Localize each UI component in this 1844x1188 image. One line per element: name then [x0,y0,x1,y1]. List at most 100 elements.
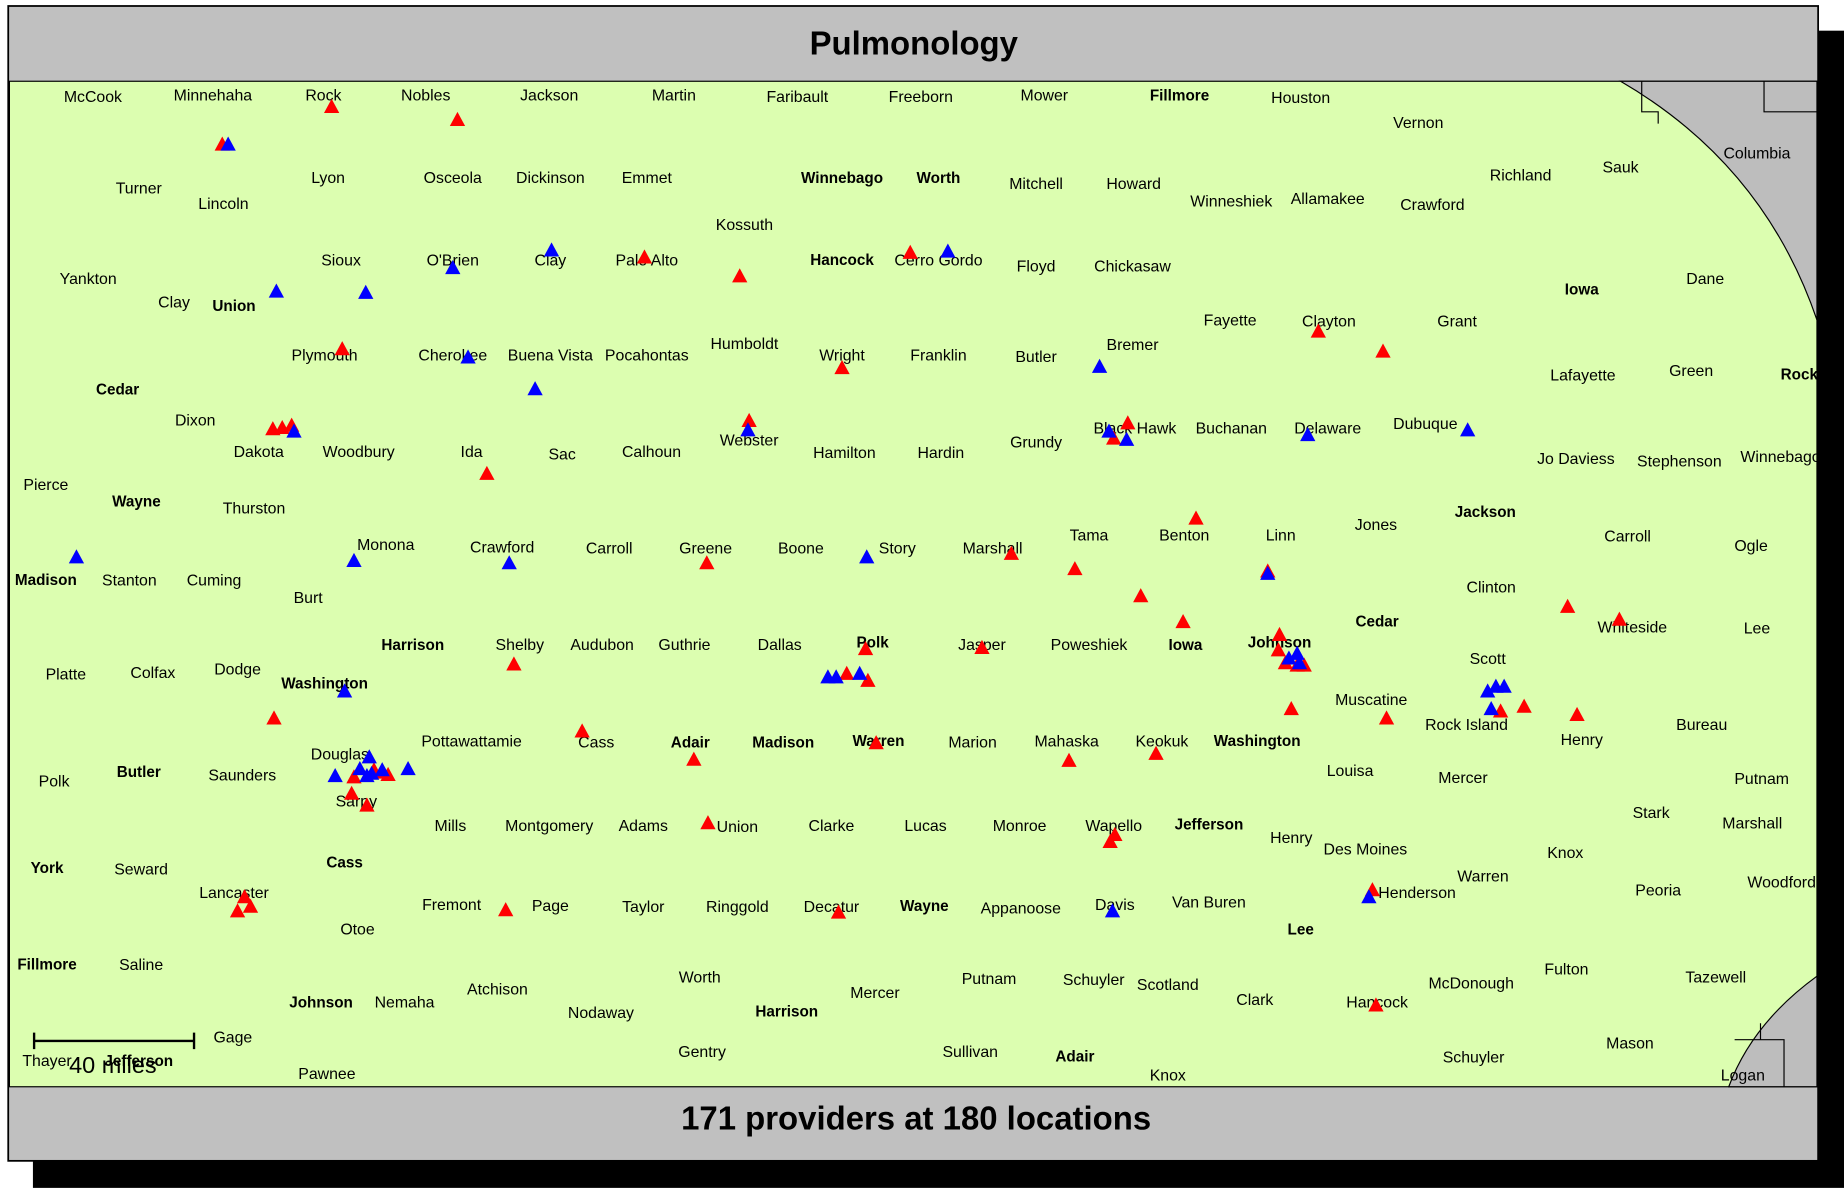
place-label: Harrison [755,1004,818,1021]
place-label: Worth [917,170,961,187]
place-label: Winneshiek [1190,194,1272,211]
location-marker [1368,997,1384,1012]
place-label: McCook [64,89,122,106]
location-marker [1460,422,1476,437]
place-label: Tama [1070,528,1109,545]
place-label: Clay [535,252,567,269]
place-label: Pawnee [298,1066,355,1083]
outside-region [1727,975,1818,1088]
location-marker [1120,415,1136,430]
place-label: Turner [116,181,163,198]
location-marker [732,268,748,283]
place-label: Humboldt [710,336,778,353]
place-label: Hardin [917,445,964,462]
place-label: Linn [1266,528,1296,545]
location-marker [242,898,259,913]
place-label: Calhoun [622,444,681,461]
location-marker [574,723,590,738]
place-label: Clark [1236,992,1273,1009]
place-label: Buchanan [1196,421,1267,438]
place-label: Sioux [321,252,361,269]
location-marker [699,555,715,570]
place-label: Lee [1744,620,1771,637]
place-label: Adair [1055,1048,1094,1065]
place-label: Peoria [1635,883,1681,900]
place-label: Cedar [1355,613,1398,630]
location-marker [902,244,918,259]
place-label: Madison [15,572,77,589]
place-label: Fayette [1204,312,1257,329]
location-marker [527,381,543,396]
place-label: Osceola [424,170,482,187]
place-label: Atchison [467,982,528,999]
location-marker [830,904,847,919]
place-label: Schuyler [1443,1050,1505,1067]
place-label: Woodbury [323,444,395,461]
location-marker [1133,588,1149,603]
location-marker [498,902,514,917]
location-marker [346,552,362,567]
place-label: Sac [548,446,575,463]
place-label: Des Moines [1323,842,1407,859]
location-marker [1496,678,1512,693]
place-label: Jackson [520,88,578,105]
location-marker [68,549,85,564]
place-label: Winnebago [1740,449,1820,466]
place-label: Freeborn [889,89,953,106]
location-marker [1003,545,1020,560]
place-label: Burt [294,590,324,607]
place-label: Mitchell [1009,176,1063,193]
location-marker [1310,323,1326,338]
place-label: Fillmore [17,957,76,974]
location-marker [479,465,495,480]
location-marker [229,903,246,918]
place-label: Scotland [1137,977,1199,994]
place-label: Decatur [804,899,860,916]
location-marker [700,815,716,830]
place-label: Douglas [311,746,369,763]
location-marker [1148,745,1164,760]
place-label: Gentry [678,1044,726,1061]
place-label: Wayne [900,898,949,915]
location-marker [506,656,522,671]
place-label: Jones [1355,517,1397,534]
place-label: Ringgold [706,899,769,916]
place-label: Dakota [234,444,284,461]
location-marker [334,341,350,356]
location-marker [860,672,876,687]
location-marker [1559,598,1576,613]
location-marker [740,422,756,437]
place-label: Union [212,298,255,315]
place-label: Thayer [22,1053,72,1070]
footer-text: 171 providers at 180 locations [681,1100,1151,1137]
place-label: Montgomery [505,818,593,835]
place-label: Worth [679,970,721,987]
place-label: Dubuque [1393,416,1458,433]
place-label: Emmet [622,170,673,187]
place-label: Nodaway [568,1005,634,1022]
place-label: Shelby [496,637,545,654]
location-marker [1067,561,1083,576]
place-label: Winnebago [801,170,883,187]
place-label: Cass [578,735,614,752]
place-label: Jefferson [1175,817,1244,834]
place-label: Iowa [1168,637,1202,654]
place-label: Johnson [289,994,353,1011]
place-label: Cass [326,854,363,871]
place-label: Bureau [1676,717,1727,734]
location-marker [868,735,884,750]
location-marker [940,243,956,258]
location-marker [1378,710,1395,725]
place-label: Madison [752,734,814,751]
location-marker [1283,701,1299,716]
place-label: Story [879,540,916,557]
place-label: Muscatine [1335,692,1407,709]
location-marker [449,111,466,126]
place-label: Mills [435,818,467,835]
place-label: Grant [1437,314,1477,331]
location-marker [857,641,874,656]
place-label: Yankton [60,271,117,288]
location-marker [445,260,461,275]
place-label: Lee [1288,921,1314,938]
location-marker [741,412,757,428]
